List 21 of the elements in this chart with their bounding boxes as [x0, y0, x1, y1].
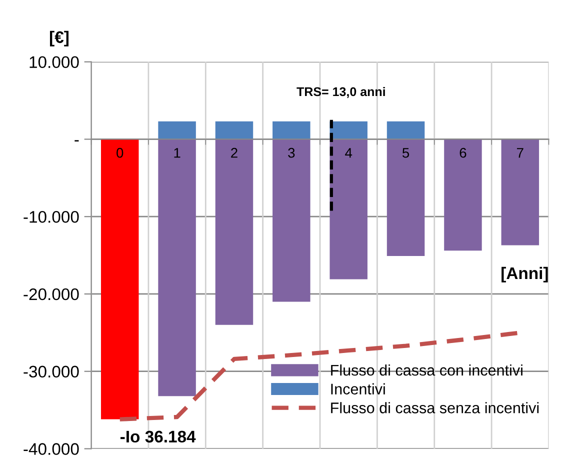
y-tick-label: -30.000 — [24, 366, 79, 378]
x-tick-label: 2 — [231, 148, 238, 158]
x-tick-label: 3 — [288, 148, 295, 158]
annotation: TRS= 13,0 anni — [296, 86, 385, 98]
legend-label: Flusso di cassa con incentivi — [331, 364, 522, 376]
legend-label: Flusso di cassa senza incentivi — [331, 402, 539, 414]
x-tick-label: 1 — [174, 148, 180, 158]
y-tick-label: -20.000 — [24, 288, 79, 300]
annotation: -Io 36.184 — [120, 430, 196, 443]
y-tick-label: 10.000 — [30, 56, 79, 68]
x-axis-title: [Anni] — [502, 266, 548, 282]
legend-label: Incentivi — [331, 383, 385, 394]
y-tick-label: - — [74, 140, 79, 142]
x-tick-label: 4 — [345, 148, 352, 158]
y-tick-label: -10.000 — [24, 211, 79, 223]
x-tick-label: 6 — [460, 148, 466, 158]
x-tick-label: 7 — [517, 148, 524, 158]
y-tick-label: -40.000 — [24, 443, 79, 455]
x-tick-label: 5 — [402, 148, 410, 158]
x-tick-label: 0 — [116, 148, 124, 158]
y-axis-title: [€] — [50, 30, 68, 46]
